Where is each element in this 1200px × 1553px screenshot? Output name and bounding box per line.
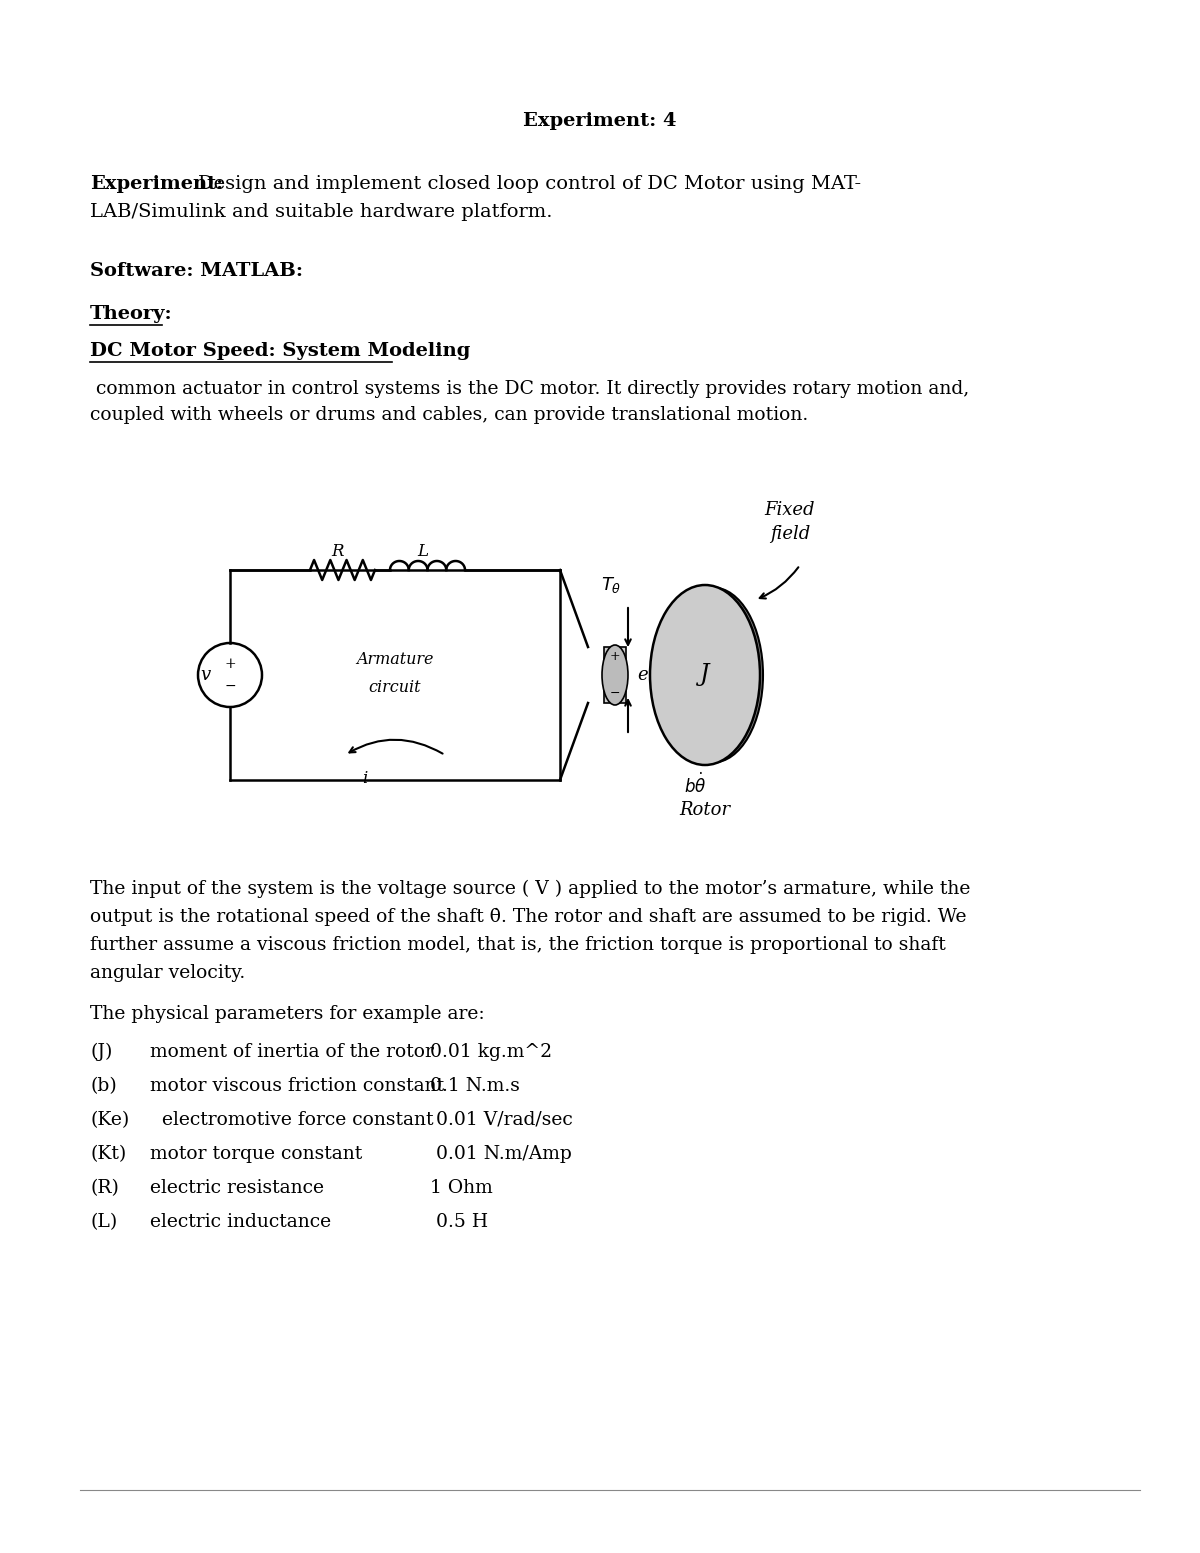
Text: Experiment: 4: Experiment: 4 — [523, 112, 677, 130]
Text: +: + — [224, 657, 236, 671]
Text: electric inductance: electric inductance — [150, 1213, 331, 1232]
Text: J: J — [701, 663, 709, 686]
Text: $T_{\theta}$: $T_{\theta}$ — [600, 575, 622, 595]
Text: common actuator in control systems is the DC motor. It directly provides rotary : common actuator in control systems is th… — [90, 380, 970, 398]
Text: 0.01 V/rad/sec: 0.01 V/rad/sec — [430, 1110, 572, 1129]
Text: Armature: Armature — [356, 652, 433, 668]
Text: (b): (b) — [90, 1076, 116, 1095]
Text: 0.5 H: 0.5 H — [430, 1213, 488, 1232]
Text: v: v — [200, 666, 210, 683]
Text: Design and implement closed loop control of DC Motor using MAT-: Design and implement closed loop control… — [198, 175, 862, 193]
Text: i: i — [362, 770, 367, 787]
Text: (R): (R) — [90, 1179, 119, 1197]
Text: output is the rotational speed of the shaft θ̇. The rotor and shaft are assumed : output is the rotational speed of the sh… — [90, 909, 966, 926]
Text: (L): (L) — [90, 1213, 118, 1232]
Bar — [604, 648, 626, 704]
Text: electromotive force constant: electromotive force constant — [150, 1110, 433, 1129]
Text: The physical parameters for example are:: The physical parameters for example are: — [90, 1005, 485, 1023]
Text: The input of the system is the voltage source ( V ) applied to the motor’s armat: The input of the system is the voltage s… — [90, 881, 971, 898]
Text: (Ke): (Ke) — [90, 1110, 130, 1129]
Text: DC Motor Speed: System Modeling: DC Motor Speed: System Modeling — [90, 342, 470, 360]
Text: angular velocity.: angular velocity. — [90, 964, 245, 981]
Ellipse shape — [662, 587, 763, 763]
Text: 0.01 kg.m^2: 0.01 kg.m^2 — [430, 1044, 552, 1061]
Text: −: − — [224, 679, 236, 693]
Text: (J): (J) — [90, 1044, 113, 1061]
Text: $b\dot{\theta}$: $b\dot{\theta}$ — [684, 773, 707, 797]
Ellipse shape — [602, 644, 628, 705]
Text: −: − — [610, 686, 620, 699]
Text: Experiment:: Experiment: — [90, 175, 223, 193]
Text: Fixed: Fixed — [764, 502, 815, 519]
Text: 1 Ohm: 1 Ohm — [430, 1179, 493, 1197]
Text: (Kt): (Kt) — [90, 1145, 126, 1163]
Text: e: e — [637, 666, 648, 683]
Text: 0.1 N.m.s: 0.1 N.m.s — [430, 1076, 520, 1095]
Text: LAB/Simulink and suitable hardware platform.: LAB/Simulink and suitable hardware platf… — [90, 203, 552, 221]
Text: moment of inertia of the rotor: moment of inertia of the rotor — [150, 1044, 434, 1061]
Text: electric resistance: electric resistance — [150, 1179, 324, 1197]
Text: Software: MATLAB:: Software: MATLAB: — [90, 262, 302, 280]
Ellipse shape — [650, 585, 760, 766]
Text: further assume a viscous friction model, that is, the friction torque is proport: further assume a viscous friction model,… — [90, 936, 946, 954]
Text: Theory:: Theory: — [90, 304, 173, 323]
Text: +: + — [610, 651, 620, 663]
Text: Rotor: Rotor — [679, 801, 731, 818]
Text: coupled with wheels or drums and cables, can provide translational motion.: coupled with wheels or drums and cables,… — [90, 405, 809, 424]
Text: circuit: circuit — [368, 679, 421, 696]
Text: 0.01 N.m/Amp: 0.01 N.m/Amp — [430, 1145, 572, 1163]
Text: motor viscous friction constant: motor viscous friction constant — [150, 1076, 444, 1095]
Text: R: R — [331, 544, 343, 561]
Text: motor torque constant: motor torque constant — [150, 1145, 362, 1163]
Text: L: L — [418, 544, 428, 561]
Text: field: field — [770, 525, 810, 544]
